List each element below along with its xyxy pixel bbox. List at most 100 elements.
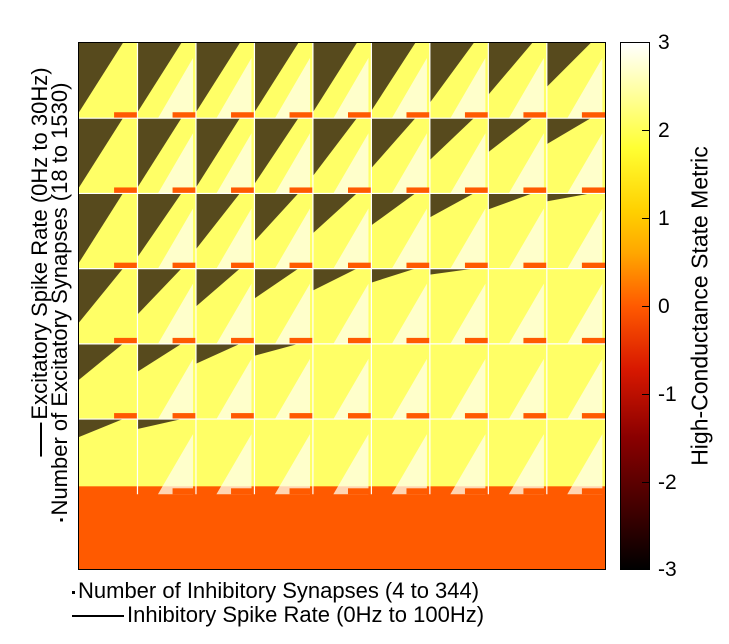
x-axis-nested-label: Inhibitory Spike Rate (0Hz to 100Hz) xyxy=(72,602,484,628)
heatmap-block-edge xyxy=(406,337,430,344)
heatmap-noise-wedge xyxy=(137,118,182,188)
heatmap-block-edge xyxy=(289,488,313,495)
heatmap-saturation-wedge xyxy=(157,208,194,269)
heatmap-block-edge xyxy=(231,262,255,269)
heatmap-block-edge xyxy=(464,337,489,344)
heatmap-saturation-wedge xyxy=(216,208,252,269)
heatmap-saturation-wedge xyxy=(391,434,427,495)
heatmap-block-edge xyxy=(289,413,313,420)
heatmap-noise-wedge xyxy=(312,268,357,291)
colorbar-tickmark xyxy=(642,482,650,483)
heatmap-block-edge xyxy=(347,187,372,194)
heatmap-block-edge xyxy=(523,488,547,495)
heatmap xyxy=(78,42,606,570)
heatmap-block-edge xyxy=(523,187,547,194)
heatmap-block-edge xyxy=(172,413,196,420)
heatmap-block-edge xyxy=(406,262,430,269)
heatmap-block-edge xyxy=(231,337,255,344)
heatmap-noise-wedge xyxy=(195,118,240,188)
heatmap-noise-wedge xyxy=(137,193,182,258)
heatmap-noise-wedge xyxy=(429,193,474,218)
heatmap-saturation-wedge xyxy=(333,58,369,119)
heatmap-block-edge xyxy=(114,488,138,495)
heatmap-block-edge xyxy=(231,112,255,119)
heatmap-saturation-wedge xyxy=(391,283,427,344)
heatmap-noise-wedge xyxy=(195,268,240,307)
heatmap-saturation-wedge xyxy=(333,283,369,344)
colorbar-tickmark xyxy=(642,569,650,570)
heatmap-block-edge xyxy=(464,112,489,119)
colorbar-tick: 1 xyxy=(658,207,670,230)
heatmap-noise-wedge xyxy=(312,43,357,113)
heatmap-saturation-wedge xyxy=(333,434,369,495)
heatmap-noise-wedge xyxy=(79,343,123,380)
y-axis-nested-dot xyxy=(59,518,63,522)
heatmap-block-edge xyxy=(231,413,255,420)
colorbar-label: High-Conductance State Metric xyxy=(686,146,713,466)
heatmap-block-edge xyxy=(289,262,313,269)
heatmap-noise-wedge xyxy=(79,419,123,438)
heatmap-noise-wedge xyxy=(429,118,474,161)
colorbar-tickmark xyxy=(642,394,650,395)
heatmap-noise-wedge xyxy=(546,193,591,202)
heatmap-block-edge xyxy=(172,262,196,269)
heatmap-noise-wedge xyxy=(137,43,182,113)
heatmap-block-edge xyxy=(581,488,605,495)
heatmap-noise-wedge xyxy=(79,118,123,188)
heatmap-block-edge xyxy=(523,112,547,119)
heatmap-noise-wedge xyxy=(429,43,474,103)
heatmap-block-edge xyxy=(114,112,138,119)
heatmap-block-edge xyxy=(406,112,430,119)
heatmap-block-edge xyxy=(464,187,489,194)
heatmap-block-edge xyxy=(289,187,313,194)
heatmap-block-edge xyxy=(231,187,255,194)
colorbar-tick: 2 xyxy=(658,119,670,142)
colorbar-tickmark xyxy=(642,130,650,131)
heatmap-noise-wedge xyxy=(79,43,123,113)
heatmap-block-edge xyxy=(464,413,489,420)
y-axis-label-line xyxy=(40,422,43,457)
colorbar-tick: -2 xyxy=(658,471,677,494)
heatmap-block-edge xyxy=(289,112,313,119)
heatmap-noise-wedge xyxy=(79,193,123,263)
heatmap-block-edge xyxy=(172,488,196,495)
heatmap-block-edge xyxy=(464,262,489,269)
heatmap-block-edge xyxy=(581,413,605,420)
heatmap-block-edge xyxy=(114,413,138,420)
heatmap-block-edge xyxy=(406,187,430,194)
heatmap-block-edge xyxy=(523,262,547,269)
heatmap-block-edge xyxy=(523,337,547,344)
heatmap-block-edge xyxy=(581,112,605,119)
heatmap-noise-wedge xyxy=(137,419,182,430)
heatmap-block-edge xyxy=(523,413,547,420)
heatmap-noise-wedge xyxy=(429,268,474,275)
colorbar-tickmark xyxy=(642,218,650,219)
heatmap-block-edge xyxy=(114,337,138,344)
heatmap-block-edge xyxy=(114,187,138,194)
heatmap-block-edge xyxy=(172,112,196,119)
heatmap-saturation-wedge xyxy=(216,434,252,495)
colorbar-tickmark xyxy=(642,42,650,43)
colorbar-tick: -3 xyxy=(658,558,677,581)
heatmap-noise-wedge xyxy=(195,193,240,250)
heatmap-block-edge xyxy=(581,262,605,269)
heatmap-block-edge xyxy=(347,337,372,344)
heatmap-block-edge xyxy=(347,488,372,495)
heatmap-block-edge xyxy=(172,187,196,194)
colorbar-tick: -1 xyxy=(658,383,677,406)
y-axis-nested-label: Number of Excitatory Synapses (18 to 153… xyxy=(47,83,73,522)
heatmap-block-edge xyxy=(581,187,605,194)
heatmap-saturation-wedge xyxy=(391,58,427,119)
heatmap-saturation-wedge xyxy=(216,58,252,119)
heatmap-saturation-wedge xyxy=(216,133,252,194)
colorbar-tick: 3 xyxy=(658,31,670,54)
heatmap-block-edge xyxy=(347,112,372,119)
heatmap-saturation-wedge xyxy=(391,208,427,269)
heatmap-noise-wedge xyxy=(195,343,240,364)
heatmap-saturation-wedge xyxy=(157,133,194,194)
heatmap-block-edge xyxy=(347,413,372,420)
heatmap-block-edge xyxy=(347,262,372,269)
heatmap-noise-wedge xyxy=(254,268,299,299)
x-axis-nested-line xyxy=(72,615,124,618)
heatmap-noise-wedge xyxy=(137,343,182,372)
